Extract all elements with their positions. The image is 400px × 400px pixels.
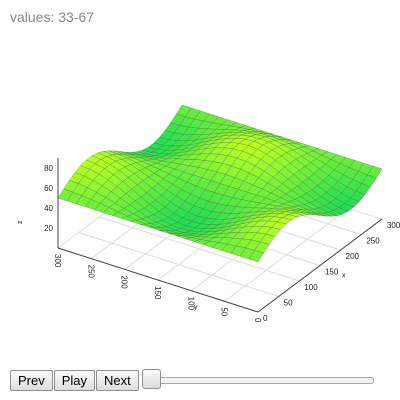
x-tick-label: 0 [263, 314, 268, 323]
y-tick-label: 300 [53, 254, 62, 268]
y-tick-label: 200 [120, 275, 129, 289]
z-tick-label: 20 [44, 224, 53, 233]
y-tick-label: 100 [186, 297, 195, 311]
z-tick-label: 60 [44, 184, 53, 193]
x-tick-label: 200 [346, 252, 360, 261]
x-tick-label: 150 [325, 268, 339, 277]
prev-button[interactable]: Prev [10, 369, 53, 391]
values-label: values: 33-67 [10, 9, 95, 25]
x-tick-label: 300 [387, 221, 400, 230]
tick-labels: 0 50 100 150 200 250 300 0 50 100 150 200 250 300 20 40… [17, 164, 400, 323]
y-axis-line [57, 247, 259, 313]
x-tick-label: 50 [284, 299, 293, 308]
x-tick-label: 250 [366, 237, 380, 246]
z-tick-label: 80 [44, 164, 53, 173]
x-axis-line [257, 218, 383, 313]
next-button[interactable]: Next [96, 369, 139, 391]
axes [57, 158, 383, 313]
frame-slider[interactable] [141, 369, 374, 391]
grid-line-y [224, 207, 349, 302]
slider-track[interactable] [145, 377, 374, 384]
surface-mesh [57, 104, 383, 263]
x-axis-label: x [342, 273, 346, 280]
z-axis-label: z [17, 220, 24, 224]
play-button[interactable]: Play [53, 369, 96, 391]
surface-patch [57, 188, 74, 202]
y-tick-label: 0 [253, 318, 262, 323]
playback-controls: Prev Play Next [10, 369, 374, 391]
surface-plot[interactable]: 0 50 100 150 200 250 300 0 50 100 150 200 250 300 20 40… [0, 0, 400, 360]
y-tick-label: 150 [153, 286, 162, 300]
x-tick-label: 100 [304, 283, 318, 292]
z-tick-label: 40 [44, 204, 53, 213]
y-axis-label: y [194, 304, 198, 311]
y-tick-label: 250 [86, 265, 95, 279]
slider-thumb[interactable] [141, 369, 161, 389]
y-tick-label: 50 [220, 307, 229, 316]
